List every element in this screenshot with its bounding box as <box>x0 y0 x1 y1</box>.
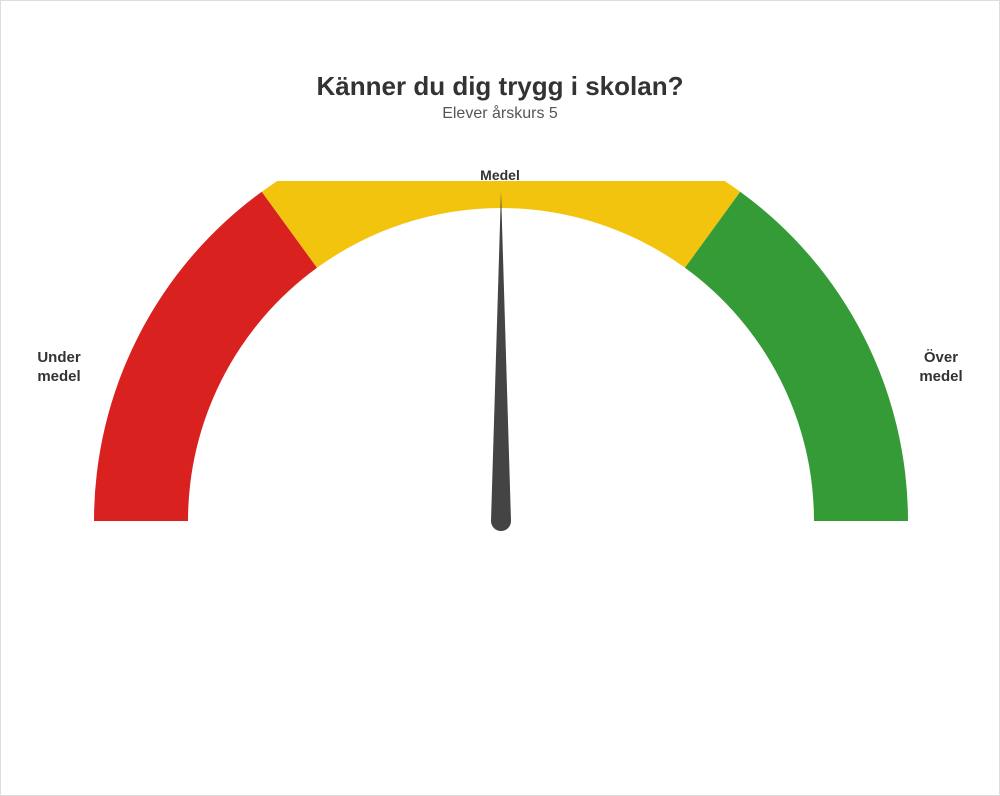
gauge-needle-hub <box>491 511 511 531</box>
chart-subtitle: Elever årskurs 5 <box>1 105 999 123</box>
gauge-segment <box>685 192 908 521</box>
chart-frame: Känner du dig trygg i skolan? Elever års… <box>0 0 1000 796</box>
gauge-needle <box>491 191 511 521</box>
chart-title: Känner du dig trygg i skolan? <box>1 71 999 102</box>
gauge-segment <box>94 192 317 521</box>
gauge-chart <box>1 181 999 741</box>
